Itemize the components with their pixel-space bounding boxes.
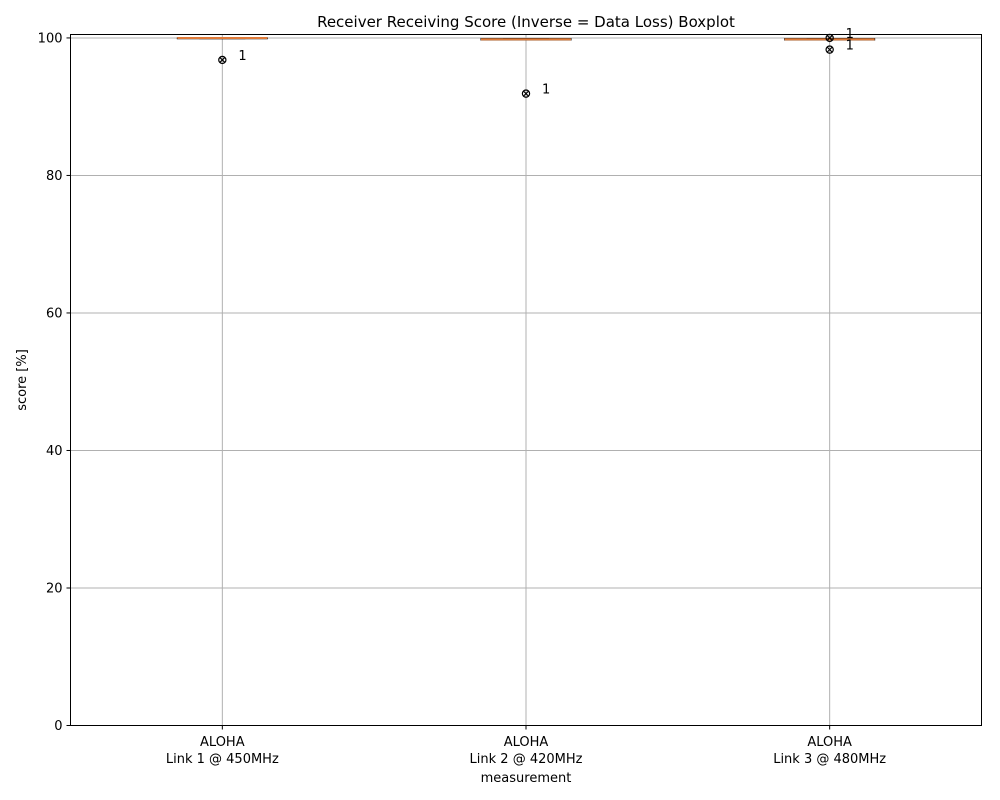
outlier-marker-cross [219, 57, 226, 63]
x-tick-label: Link 2 @ 420MHz [470, 752, 583, 767]
chart-title: Receiver Receiving Score (Inverse = Data… [317, 13, 735, 31]
x-tick-label: ALOHA [200, 735, 245, 750]
x-tick-label: ALOHA [504, 735, 549, 750]
x-tick-label: Link 3 @ 480MHz [773, 752, 886, 767]
y-tick-label: 40 [46, 444, 63, 459]
y-axis-label: score [%] [15, 349, 30, 411]
outlier-marker-cross [826, 46, 833, 53]
outlier-marker [825, 45, 834, 54]
grid-lines [70, 34, 982, 726]
outlier-label: 1 [846, 39, 854, 54]
outlier-marker [521, 89, 531, 98]
outlier-marker-cross [826, 35, 833, 41]
y-tick-label: 60 [46, 306, 63, 321]
y-tick-label: 0 [54, 719, 62, 734]
outlier-label: 1 [542, 83, 550, 98]
outlier-marker-cross [523, 90, 529, 97]
y-tick-label: 100 [38, 31, 63, 46]
axis-ticks: 0 20 40 60 80 100 ALOHA Link 1 @ 450MHz ALOHA Lin… [38, 31, 887, 767]
outlier-label: 1 [238, 49, 246, 64]
x-tick-label: Link 1 @ 450MHz [166, 752, 279, 767]
x-tick-label: ALOHA [807, 735, 852, 750]
outlier-marker [218, 55, 227, 65]
x-axis-label: measurement [481, 771, 572, 786]
y-tick-label: 80 [46, 169, 63, 184]
y-tick-label: 20 [46, 581, 63, 596]
